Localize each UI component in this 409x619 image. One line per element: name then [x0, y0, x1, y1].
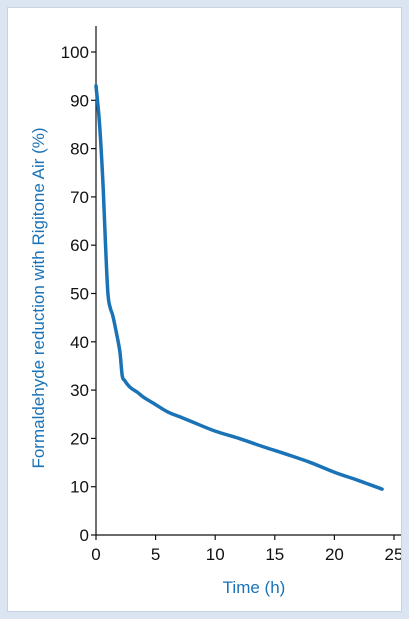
x-axis-label: Time (h)	[223, 578, 286, 597]
formaldehyde-reduction-chart: 0 10 20 30 40 50 60 70 80 90 100 0 5 10 15 20 25 Time (…	[29, 26, 401, 597]
x-axis: 0 5 10 15 20 25	[91, 534, 401, 564]
x-tick-label: 0	[91, 545, 100, 564]
chart-panel: 0 10 20 30 40 50 60 70 80 90 100 0 5 10 15 20 25 Time (…	[8, 8, 401, 611]
y-tick-label: 80	[70, 140, 89, 159]
y-tick-label: 0	[80, 526, 89, 545]
y-tick-label: 90	[70, 91, 89, 110]
x-tick-label: 10	[206, 545, 225, 564]
y-tick-label: 20	[70, 429, 89, 448]
y-tick-label: 40	[70, 333, 89, 352]
y-tick-label: 10	[70, 478, 89, 497]
x-tick-label: 5	[151, 545, 160, 564]
y-tick-label: 70	[70, 188, 89, 207]
y-tick-label: 50	[70, 285, 89, 304]
x-tick-label: 25	[385, 545, 401, 564]
y-axis-label: Formaldehyde reduction with Rigitone Air…	[29, 127, 48, 468]
series-group	[94, 84, 384, 491]
y-axis: 0 10 20 30 40 50 60 70 80 90 100	[61, 26, 97, 545]
y-tick-label: 60	[70, 236, 89, 255]
series-line	[94, 84, 384, 491]
y-tick-label: 100	[61, 43, 89, 62]
y-tick-label: 30	[70, 381, 89, 400]
x-tick-label: 20	[325, 545, 344, 564]
x-tick-label: 15	[265, 545, 284, 564]
